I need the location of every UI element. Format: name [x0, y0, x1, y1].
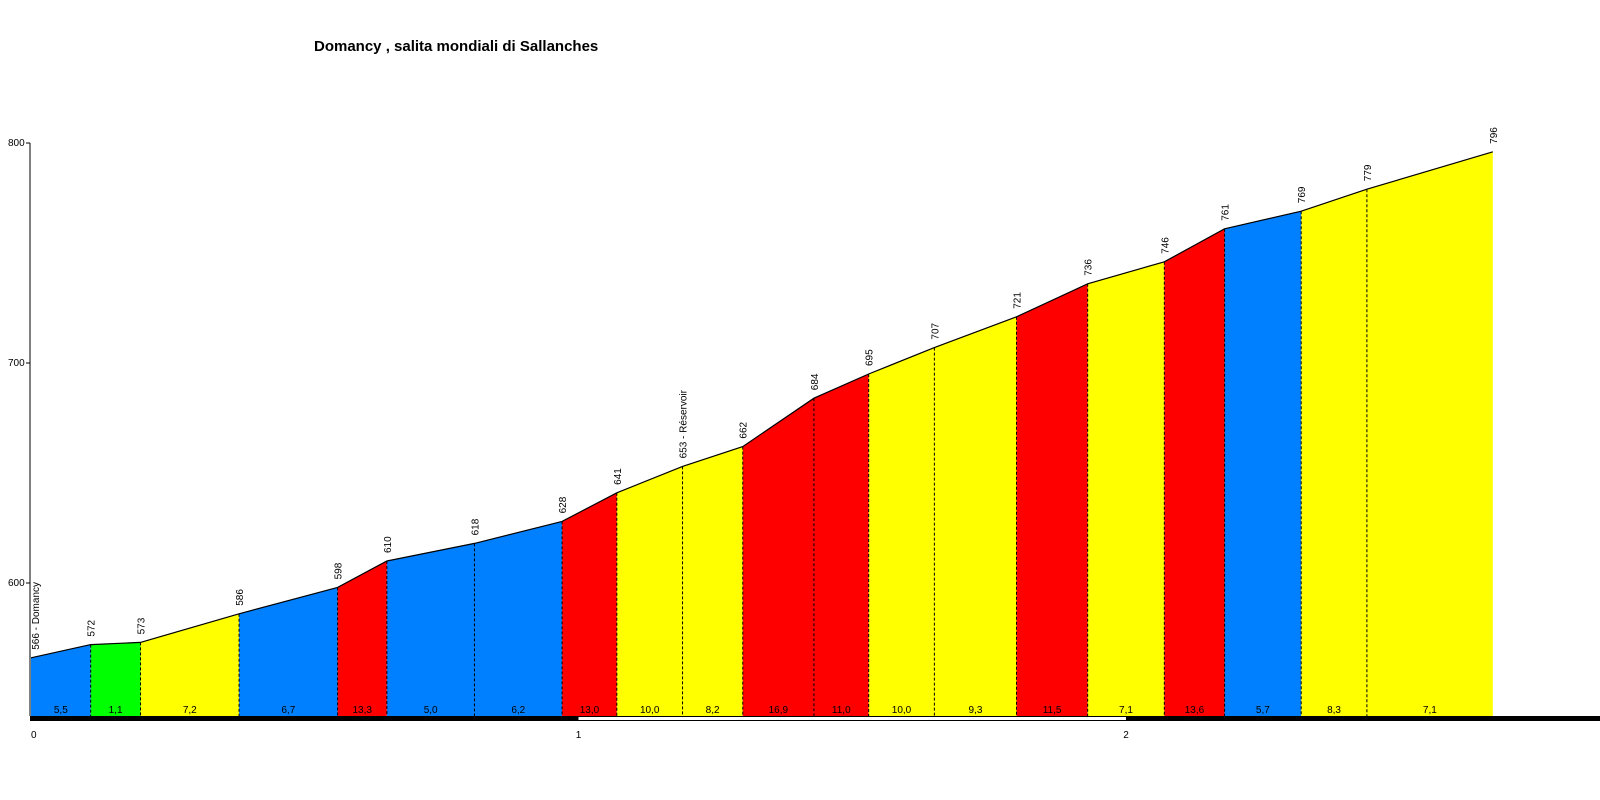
gradient-label: 8,3: [1327, 705, 1341, 716]
segment-fill: [562, 492, 617, 716]
altitude-label: 707: [930, 322, 941, 339]
altitude-label: 628: [558, 496, 569, 513]
segment-fill: [337, 561, 387, 716]
chart-title: Domancy , salita mondiali di Sallanches: [314, 38, 599, 55]
segment-fill: [813, 374, 869, 716]
altitude-label: 746: [1160, 237, 1171, 254]
gradient-label: 11,5: [1043, 705, 1062, 716]
segment-fill: [1224, 211, 1302, 716]
gradient-label: 10,0: [640, 705, 660, 716]
x-tick-label: 0: [31, 730, 37, 741]
segment-fill: [1016, 283, 1088, 716]
distance-bar-band: [578, 717, 1126, 720]
segment-fills: [31, 151, 1493, 717]
gradient-label: 7,1: [1119, 705, 1133, 716]
altitude-label: 572: [87, 619, 98, 636]
segment-fill: [474, 521, 563, 716]
x-tick-label: 2: [1123, 730, 1129, 741]
segment-fill: [1164, 228, 1225, 717]
segment-fill: [1301, 189, 1367, 716]
gradient-label: 13,6: [1185, 705, 1205, 716]
x-tick-label: 1: [576, 730, 582, 741]
gradient-label: 5,5: [54, 705, 68, 716]
gradient-labels: 5,5 1,1 7,2 6,7 13,3 5,0 6,2 13,0 10,0 8,2 16,9 11,…: [54, 705, 1437, 716]
segment-fill: [31, 644, 91, 716]
altitude-label: 761: [1221, 204, 1232, 221]
segment-fill: [1087, 261, 1165, 716]
gradient-label: 6,7: [281, 705, 295, 716]
altitude-label: 769: [1297, 186, 1308, 203]
gradient-label: 5,0: [424, 705, 438, 716]
altitude-label: 695: [865, 349, 876, 366]
gradient-label: 10,0: [892, 705, 912, 716]
gradient-label: 8,2: [706, 705, 720, 716]
segment-fill: [934, 316, 1017, 716]
gradient-label: 7,2: [183, 705, 197, 716]
y-tick-label: 800: [8, 138, 25, 149]
altitude-label: 618: [470, 518, 481, 535]
gradient-label: 11,0: [832, 705, 851, 716]
altitude-label: 662: [739, 421, 750, 438]
gradient-label: 7,1: [1423, 705, 1437, 716]
altitude-label: 736: [1084, 259, 1095, 276]
segment-fill: [616, 466, 683, 716]
segment-fill: [90, 642, 141, 716]
altitude-label: 598: [334, 562, 345, 579]
altitude-label: 721: [1013, 292, 1024, 309]
y-tick-label: 700: [8, 358, 25, 369]
segment-fill: [742, 398, 814, 716]
segment-fill: [239, 587, 338, 716]
gradient-label: 13,0: [580, 705, 600, 716]
segment-fill: [682, 446, 743, 716]
gradient-label: 13,3: [353, 705, 373, 716]
altitude-label: 573: [137, 617, 148, 634]
y-tick-label: 600: [8, 578, 25, 589]
altitude-label: 610: [383, 536, 394, 553]
segment-fill: [868, 347, 935, 716]
altitude-labels: 566 - Domancy 572 573 586 598 610 618 628 641 653…: [31, 127, 1500, 650]
segment-dividers: [90, 189, 1368, 716]
altitude-label: 566 - Domancy: [31, 582, 42, 650]
gradient-label: 9,3: [968, 705, 982, 716]
segment-fill: [1366, 151, 1493, 717]
altitude-label: 684: [810, 373, 821, 390]
altitude-label: 586: [235, 589, 246, 606]
altitude-label: 641: [613, 468, 624, 485]
segment-fill: [386, 543, 475, 716]
altitude-label: 796: [1489, 127, 1500, 144]
segment-fill: [140, 613, 240, 716]
gradient-label: 6,2: [511, 705, 525, 716]
gradient-label: 5,7: [1256, 705, 1270, 716]
axes: 600 700 800 0 1 2: [8, 138, 1600, 741]
gradient-label: 1,1: [109, 705, 123, 716]
profile-line: [30, 151, 1493, 659]
gradient-label: 16,9: [769, 705, 789, 716]
profile-outline: [30, 151, 1493, 659]
altitude-label: 779: [1363, 164, 1374, 181]
altitude-label: 653 - Réservoir: [679, 389, 690, 458]
